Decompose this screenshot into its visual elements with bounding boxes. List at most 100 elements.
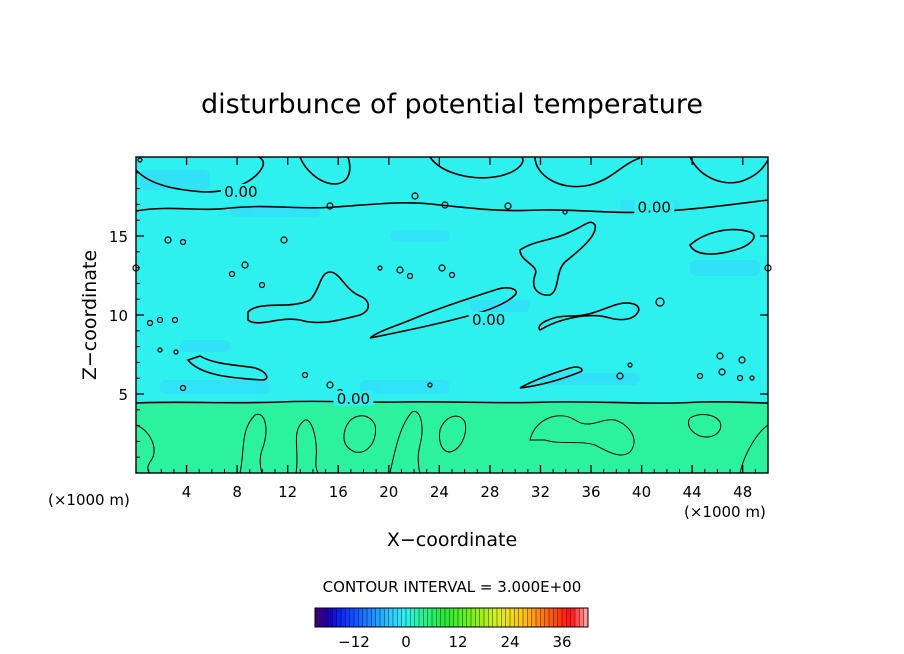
mid-blob-5 [689, 228, 755, 255]
colorbar-segment [540, 608, 545, 627]
y-unit-label: (×1000 m) [48, 491, 130, 509]
lower-thin-5 [389, 410, 423, 474]
colorbar-tick-label: 24 [500, 633, 519, 651]
x-unit-label: (×1000 m) [684, 503, 766, 521]
top-blob-4 [534, 156, 641, 188]
colorbar-segment [549, 608, 554, 627]
x-tick-label: 24 [430, 483, 449, 501]
contour-label-bg [468, 311, 509, 327]
x-tick-label: 36 [581, 483, 600, 501]
colorbar-tick-label: 36 [552, 633, 571, 651]
colorbar-segment [579, 608, 584, 627]
colorbar-segment [341, 608, 346, 627]
colorbar-segment [497, 608, 502, 627]
lower-thin-4 [343, 415, 377, 453]
colorbar-segment [328, 608, 333, 627]
colorbar-segment [471, 608, 476, 627]
colorbar-segment [419, 608, 424, 627]
colorbar-tick-label: −12 [338, 633, 370, 651]
colorbar-segment [432, 608, 437, 627]
colorbar-segment [505, 608, 511, 627]
x-axis-ticks: 4 8 12 16 20 24 28 32 36 40 44 48 [148, 157, 756, 501]
x-tick-label: 40 [632, 483, 651, 501]
colorbar-segment [449, 608, 454, 627]
colorbar-segment [523, 608, 528, 627]
x-tick-label: 8 [232, 483, 242, 501]
colorbar-segment [384, 608, 389, 627]
colorbar-segment [510, 608, 515, 627]
colorbar-segment [423, 608, 428, 627]
colorbar-segment [319, 608, 324, 627]
lower-thin-3 [295, 419, 319, 474]
plot-area [136, 157, 768, 473]
colorbar-segment [323, 608, 329, 627]
colorbar-segment [475, 608, 480, 627]
colorbar-tick-labels: −12 0 12 24 36 [338, 633, 571, 651]
colorbar-segment [484, 608, 489, 627]
colorbar-segment [367, 608, 372, 627]
mid-blob-4 [519, 221, 596, 296]
y-tick-label: 15 [109, 228, 128, 246]
colorbar-segment [362, 608, 368, 627]
colorbar-segment [531, 608, 537, 627]
top-blob-2 [299, 156, 351, 185]
lower-thin-2 [239, 413, 267, 474]
colorbar-segment [393, 608, 398, 627]
colorbar-segment [514, 608, 519, 627]
mid-blob-6 [186, 355, 268, 381]
colorbar-segment [345, 608, 350, 627]
colorbar-segment [354, 608, 359, 627]
colorbar-segment [492, 608, 498, 627]
colorbar-segment [414, 608, 420, 627]
colorbar-segment [410, 608, 415, 627]
y-tick-label: 10 [109, 307, 128, 325]
contour-label-bg [333, 390, 374, 406]
lower-thin-9 [739, 424, 769, 474]
contour-label: 0.00 [472, 311, 505, 329]
colorbar-segment [336, 608, 342, 627]
y-tick-label: 5 [118, 386, 128, 404]
colorbar-tick-label: 0 [401, 633, 411, 651]
colorbar-segment [557, 608, 563, 627]
colorbar-segment [562, 608, 567, 627]
colorbar-segment [466, 608, 472, 627]
y-axis-label: Z−coordinate [79, 250, 101, 380]
small-islands [132, 157, 772, 396]
mid-blob-3 [538, 302, 640, 332]
top-blob-5 [689, 156, 769, 184]
chart-title: disturbunce of potential temperature [201, 89, 703, 120]
colorbar-segment [436, 608, 441, 627]
lower-thin-8 [687, 414, 722, 438]
contour-interval-text: CONTOUR INTERVAL = 3.000E+00 [323, 578, 582, 596]
colorbar-segment [553, 608, 558, 627]
contour-label-layer: 0.00 0.00 0.00 0.00 [220, 183, 675, 408]
colorbar-segment [458, 608, 463, 627]
colorbar-segment [440, 608, 446, 627]
lower-layer-fill [136, 403, 768, 473]
colorbar-segment [332, 608, 337, 627]
blue-patches [140, 170, 760, 394]
colorbar-segment [527, 608, 532, 627]
contour-lines [132, 156, 772, 474]
x-tick-label: 32 [531, 483, 550, 501]
colorbar-segment [570, 608, 576, 627]
colorbar-segment [518, 608, 524, 627]
colorbar-segment [401, 608, 407, 627]
x-axis-label: X−coordinate [387, 529, 517, 551]
x-tick-label: 44 [683, 483, 702, 501]
colorbar-tick-label: 12 [448, 633, 467, 651]
colorbar-segment [371, 608, 376, 627]
mid-blob-2 [369, 287, 517, 339]
colorbar-segment [575, 608, 580, 627]
x-tick-label: 48 [733, 483, 752, 501]
colorbar-segment [427, 608, 433, 627]
colorbar-segment [536, 608, 541, 627]
x-tick-label: 4 [182, 483, 192, 501]
x-tick-label: 28 [480, 483, 499, 501]
y-axis-ticks: 5 10 15 [109, 172, 768, 458]
colorbar-segment [501, 608, 506, 627]
colorbar-segment [375, 608, 381, 627]
colorbar-segment [453, 608, 459, 627]
mid-blob-1 [247, 271, 370, 324]
